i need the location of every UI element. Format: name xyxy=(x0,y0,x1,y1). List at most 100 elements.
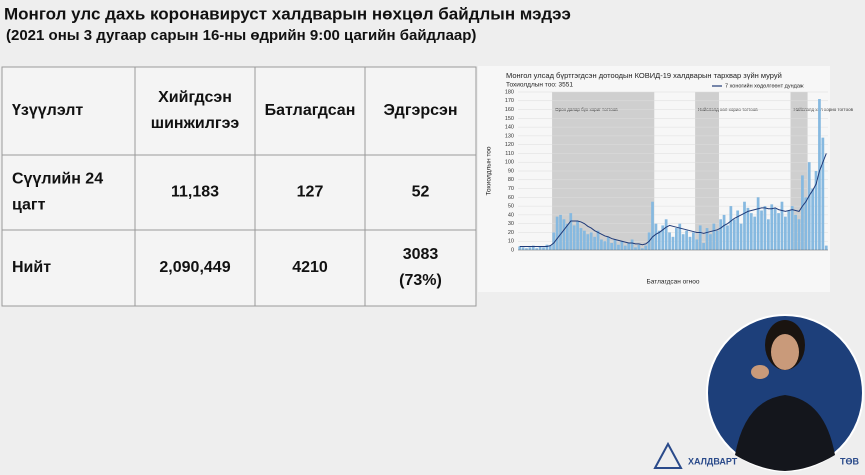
bar xyxy=(640,248,644,250)
y-tick-label: 40 xyxy=(508,212,514,218)
cell-text: 3083 xyxy=(403,246,439,263)
bar xyxy=(528,247,532,250)
bar xyxy=(824,245,828,250)
cell-text: 2,090,449 xyxy=(159,259,230,276)
bar xyxy=(702,242,705,250)
bar xyxy=(617,244,620,250)
bar xyxy=(603,241,607,250)
bar xyxy=(709,234,712,250)
bar xyxy=(600,239,603,250)
bar xyxy=(736,210,740,250)
bar xyxy=(818,99,821,251)
presenter-hand xyxy=(751,365,769,379)
title: Монгол улс дахь коронавируст халдварын н… xyxy=(4,4,571,23)
bar xyxy=(678,223,682,250)
cell-text: 11,183 xyxy=(171,184,219,201)
subtitle: (2021 оны 3 дугаар сарын 16-ны өдрийн 9:… xyxy=(6,27,476,44)
bar xyxy=(548,245,552,250)
bar xyxy=(685,230,688,250)
bar xyxy=(732,219,736,250)
y-tick-label: 140 xyxy=(505,125,514,131)
cell-text: Эдгэрсэн xyxy=(384,102,458,119)
y-tick-label: 130 xyxy=(505,133,514,139)
bar xyxy=(692,232,695,250)
y-tick-label: 170 xyxy=(505,98,514,104)
y-tick-label: 120 xyxy=(505,142,514,148)
chart: Монгол улсад бүртгэгдсэн дотоодын КОВИД-… xyxy=(486,71,854,286)
bar xyxy=(559,214,562,250)
bar xyxy=(586,234,590,250)
logo: ХАЛДВАРТ ТӨВ xyxy=(653,441,859,469)
bar xyxy=(606,236,610,250)
bar xyxy=(518,246,522,250)
y-tick-label: 30 xyxy=(508,221,514,227)
cell-text: шинжилгээ xyxy=(151,115,240,132)
bar xyxy=(743,201,746,250)
cell-text: Батлагдсан xyxy=(265,102,356,119)
bar xyxy=(705,228,709,250)
bar xyxy=(695,239,699,250)
legend-label: 7 хоногийн хөдөлгөөнт дундаж xyxy=(725,82,804,89)
cell-text: 4210 xyxy=(292,259,328,276)
y-tick-label: 70 xyxy=(508,186,514,192)
bar xyxy=(671,236,675,250)
bar xyxy=(521,247,525,250)
y-tick-label: 150 xyxy=(505,116,514,122)
bar xyxy=(531,245,535,250)
bar xyxy=(576,221,579,250)
chart-title: Монгол улсад бүртгэгдсэн дотоодын КОВИД-… xyxy=(506,71,782,80)
bar xyxy=(668,232,671,250)
bar xyxy=(770,204,774,250)
x-axis-label: Батлагдсан огноо xyxy=(647,279,700,286)
table: Үзүүлэлт Хийгдсэн шинжилгээ Батлагдсан Эдгэр… xyxy=(1,66,477,307)
bar xyxy=(780,201,784,250)
bar xyxy=(613,239,617,250)
bar xyxy=(620,241,624,250)
cell-text: (73%) xyxy=(399,272,442,289)
bar xyxy=(719,219,723,250)
bar xyxy=(787,210,791,250)
cell-text: 52 xyxy=(412,184,430,201)
region-label: Нийслэлд хөл хорио тогтоов xyxy=(698,106,758,112)
bar xyxy=(784,216,787,250)
bar xyxy=(651,201,654,250)
y-tick-label: 20 xyxy=(508,230,514,236)
bar xyxy=(814,171,818,250)
bar xyxy=(753,216,757,250)
bar xyxy=(715,230,719,250)
bar xyxy=(746,207,750,250)
presenter-face xyxy=(771,334,799,370)
bar xyxy=(610,242,614,250)
moving-average-line xyxy=(519,153,827,247)
y-axis-label: Тохиолдлын тоо xyxy=(486,146,493,195)
logo-text: ХАЛДВАРТ xyxy=(688,456,738,466)
bar xyxy=(804,197,808,250)
bar xyxy=(565,223,569,250)
y-tick-label: 60 xyxy=(508,195,514,201)
bar xyxy=(760,210,763,250)
bar xyxy=(729,206,733,250)
bar xyxy=(538,246,542,250)
bar xyxy=(542,247,545,250)
cell-text: Сүүлийн 24 xyxy=(12,171,103,188)
bar xyxy=(583,230,586,250)
y-tick-label: 100 xyxy=(505,160,514,166)
region-label: Нийслэлд хөл хорио тогтоов xyxy=(794,106,854,112)
y-tick-label: 180 xyxy=(505,89,514,95)
bar xyxy=(749,213,753,250)
bar xyxy=(661,225,665,250)
bar xyxy=(562,219,566,250)
logo-icon xyxy=(653,441,683,469)
bar xyxy=(773,207,777,250)
table-bg xyxy=(1,66,477,307)
y-tick-label: 160 xyxy=(505,107,514,113)
bar xyxy=(763,206,767,250)
bar xyxy=(569,213,573,250)
bar xyxy=(821,137,825,250)
chart-subtitle: Тохиолдлын тоо: 3551 xyxy=(506,82,573,89)
bar xyxy=(688,236,692,250)
bar xyxy=(807,162,811,250)
y-tick-label: 50 xyxy=(508,204,514,210)
presenter-body xyxy=(735,395,835,471)
bar xyxy=(593,236,596,250)
